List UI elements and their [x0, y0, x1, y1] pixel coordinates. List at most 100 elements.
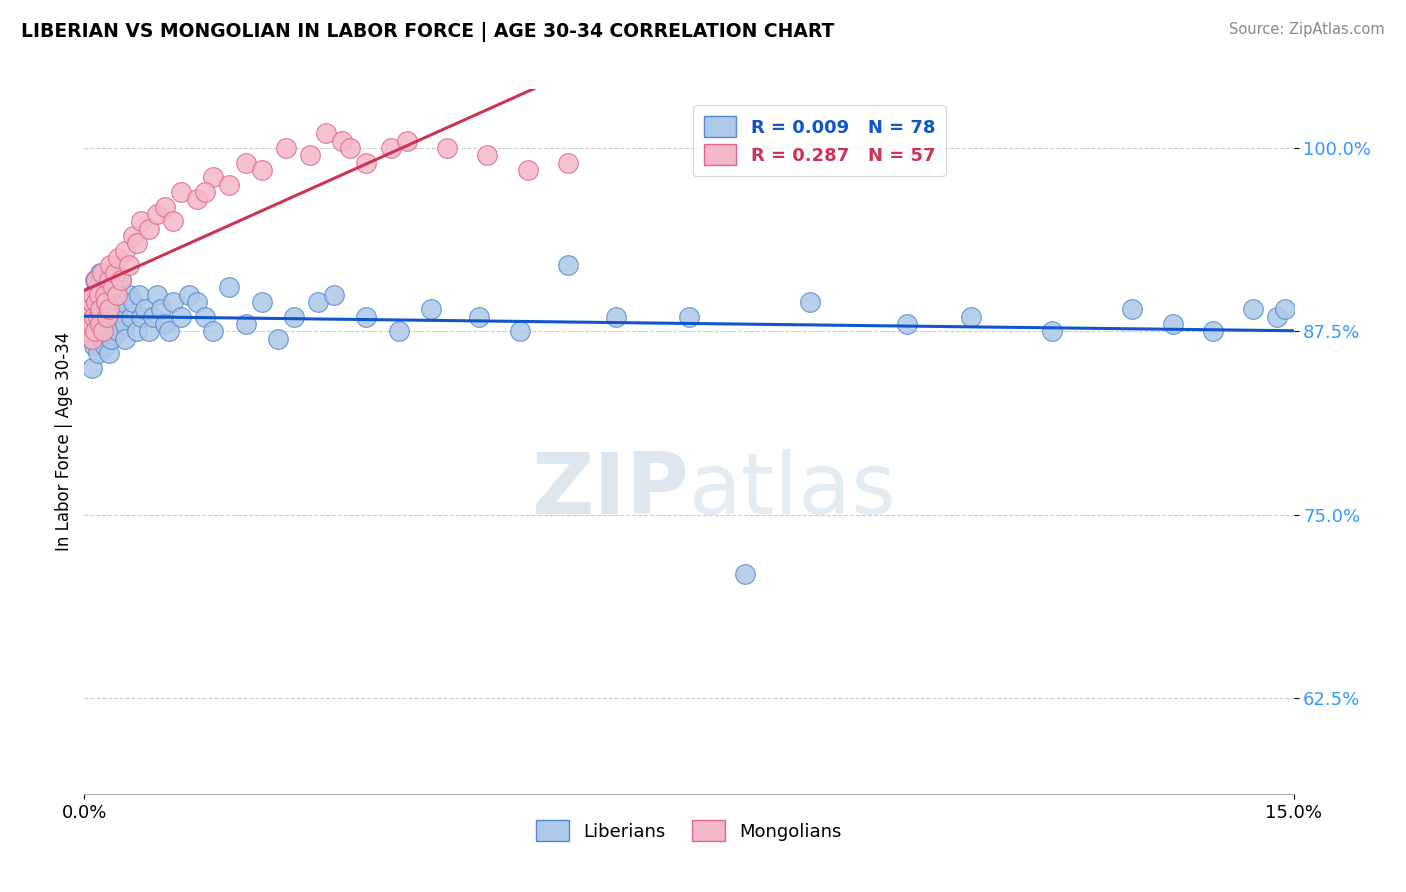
Point — [80, 332, 103, 346]
Point — [82, 287, 104, 301]
Point — [138, 221, 160, 235]
Point — [83, 310, 105, 324]
Point — [149, 302, 172, 317]
Point — [734, 566, 756, 581]
Legend: Liberians, Mongolians: Liberians, Mongolians — [529, 813, 849, 848]
Point — [267, 332, 290, 346]
Point — [77, 310, 100, 324]
Point — [235, 317, 257, 331]
Point — [162, 214, 184, 228]
Point — [86, 273, 108, 287]
Point — [89, 266, 111, 280]
Point — [202, 325, 225, 339]
Y-axis label: In Labor Force | Age 30-34: In Labor Force | Age 30-34 — [55, 332, 73, 551]
Point — [114, 317, 136, 331]
Point — [89, 302, 111, 317]
Point — [97, 302, 120, 317]
Point — [86, 317, 108, 331]
Point — [110, 273, 132, 287]
Point — [87, 325, 110, 339]
Point — [101, 280, 124, 294]
Point — [1121, 302, 1143, 317]
Point — [283, 310, 305, 324]
Point — [477, 148, 499, 162]
Point — [114, 332, 136, 346]
Point — [105, 310, 128, 324]
Point — [235, 155, 257, 169]
Point — [93, 339, 115, 353]
Point — [307, 295, 329, 310]
Point — [138, 325, 160, 339]
Point — [87, 346, 110, 360]
Point — [388, 325, 411, 339]
Point — [128, 287, 150, 301]
Point — [110, 273, 132, 287]
Point — [274, 141, 297, 155]
Point — [86, 280, 108, 294]
Point — [97, 273, 120, 287]
Point — [118, 258, 141, 272]
Point — [153, 317, 176, 331]
Point — [114, 244, 136, 258]
Point — [121, 295, 143, 310]
Point — [129, 214, 152, 228]
Point — [83, 295, 105, 310]
Point — [896, 317, 918, 331]
Point — [339, 141, 361, 155]
Point — [82, 287, 104, 301]
Point — [80, 302, 103, 317]
Point — [93, 287, 115, 301]
Point — [1241, 302, 1264, 317]
Point — [77, 317, 100, 331]
Point — [678, 310, 700, 324]
Point — [1267, 310, 1289, 324]
Point — [104, 302, 127, 317]
Point — [91, 266, 114, 280]
Point — [94, 287, 117, 301]
Point — [101, 280, 124, 294]
Point — [509, 325, 531, 339]
Point — [194, 310, 217, 324]
Point — [557, 258, 579, 272]
Point — [89, 317, 111, 331]
Point — [420, 302, 443, 317]
Point — [87, 310, 110, 324]
Point — [121, 229, 143, 244]
Point — [356, 155, 378, 169]
Point — [87, 302, 110, 317]
Point — [118, 287, 141, 301]
Point — [87, 287, 110, 301]
Point — [179, 287, 201, 301]
Text: LIBERIAN VS MONGOLIAN IN LABOR FORCE | AGE 30-34 CORRELATION CHART: LIBERIAN VS MONGOLIAN IN LABOR FORCE | A… — [21, 22, 835, 42]
Point — [89, 317, 111, 331]
Point — [125, 236, 148, 251]
Point — [77, 310, 100, 324]
Point — [91, 325, 114, 339]
Point — [380, 141, 402, 155]
Point — [395, 134, 418, 148]
Point — [315, 126, 337, 140]
Point — [1161, 317, 1184, 331]
Point — [107, 251, 129, 265]
Point — [96, 325, 118, 339]
Point — [218, 280, 240, 294]
Point — [98, 258, 121, 272]
Point — [83, 339, 105, 353]
Point — [436, 141, 458, 155]
Point — [83, 273, 105, 287]
Point — [79, 325, 101, 339]
Point — [86, 325, 108, 339]
Point — [250, 163, 273, 178]
Point — [91, 295, 114, 310]
Point — [1040, 325, 1063, 339]
Point — [82, 361, 104, 376]
Point — [799, 295, 821, 310]
Point — [107, 325, 129, 339]
Point — [125, 325, 148, 339]
Point — [146, 207, 169, 221]
Point — [468, 310, 491, 324]
Point — [82, 332, 104, 346]
Point — [605, 310, 627, 324]
Point — [93, 310, 115, 324]
Point — [129, 310, 152, 324]
